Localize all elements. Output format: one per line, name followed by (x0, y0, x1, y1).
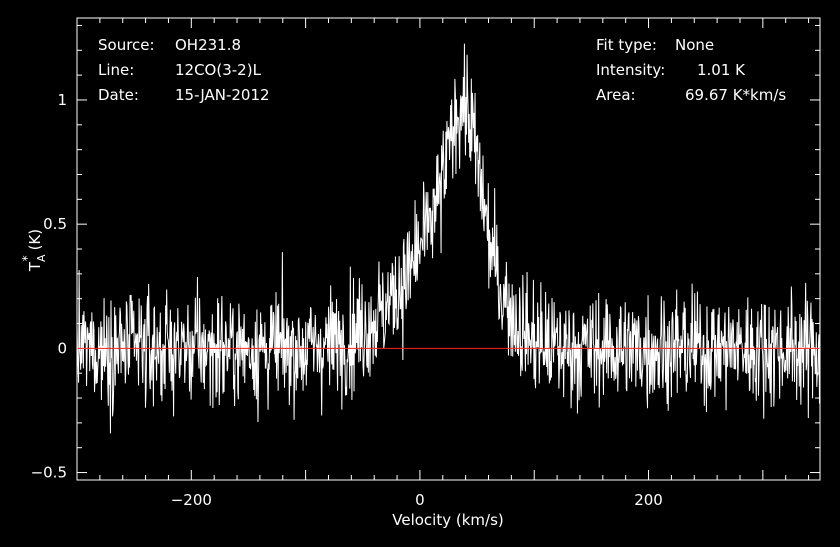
source-label: Source: (98, 36, 155, 54)
x-axis-title: Velocity (km/s) (392, 511, 503, 529)
line-value: 12CO(3-2)L (175, 61, 262, 79)
y-axis-title: TA* (K) (20, 229, 48, 272)
y-axis-title-unit: (K) (26, 229, 44, 251)
y-axis-title-main: T (26, 261, 44, 272)
tick-label-layer: −200 0 200 −0.5 0 0.5 1 (31, 91, 663, 509)
tick-layer (76, 18, 820, 480)
fit-type-label: Fit type: (596, 36, 657, 54)
y-axis-title-sub: A (35, 254, 48, 262)
fit-type-value: None (675, 36, 714, 54)
area-label: Area: (596, 86, 636, 104)
source-value: OH231.8 (175, 36, 241, 54)
svg-text:TA*(K): TA* (K) (20, 229, 48, 272)
spectrum-series-line (76, 43, 821, 434)
intensity-label: Intensity: (596, 61, 665, 79)
spectrum-layer (76, 43, 821, 434)
x-tick-label: 200 (634, 491, 663, 509)
y-tick-label: −0.5 (31, 464, 67, 482)
line-label: Line: (98, 61, 134, 79)
area-value: 69.67 K*km/s (685, 86, 786, 104)
y-axis-title-sup: * (20, 255, 34, 261)
x-tick-label: 0 (415, 491, 425, 509)
y-tick-label: 0.5 (43, 215, 67, 233)
intensity-value: 1.01 K (697, 61, 746, 79)
plot-frame (76, 17, 821, 481)
y-tick-label: 1 (57, 91, 67, 109)
y-tick-label: 0 (57, 339, 67, 357)
date-value: 15-JAN-2012 (175, 86, 270, 104)
date-label: Date: (98, 86, 139, 104)
x-tick-label: −200 (171, 491, 212, 509)
